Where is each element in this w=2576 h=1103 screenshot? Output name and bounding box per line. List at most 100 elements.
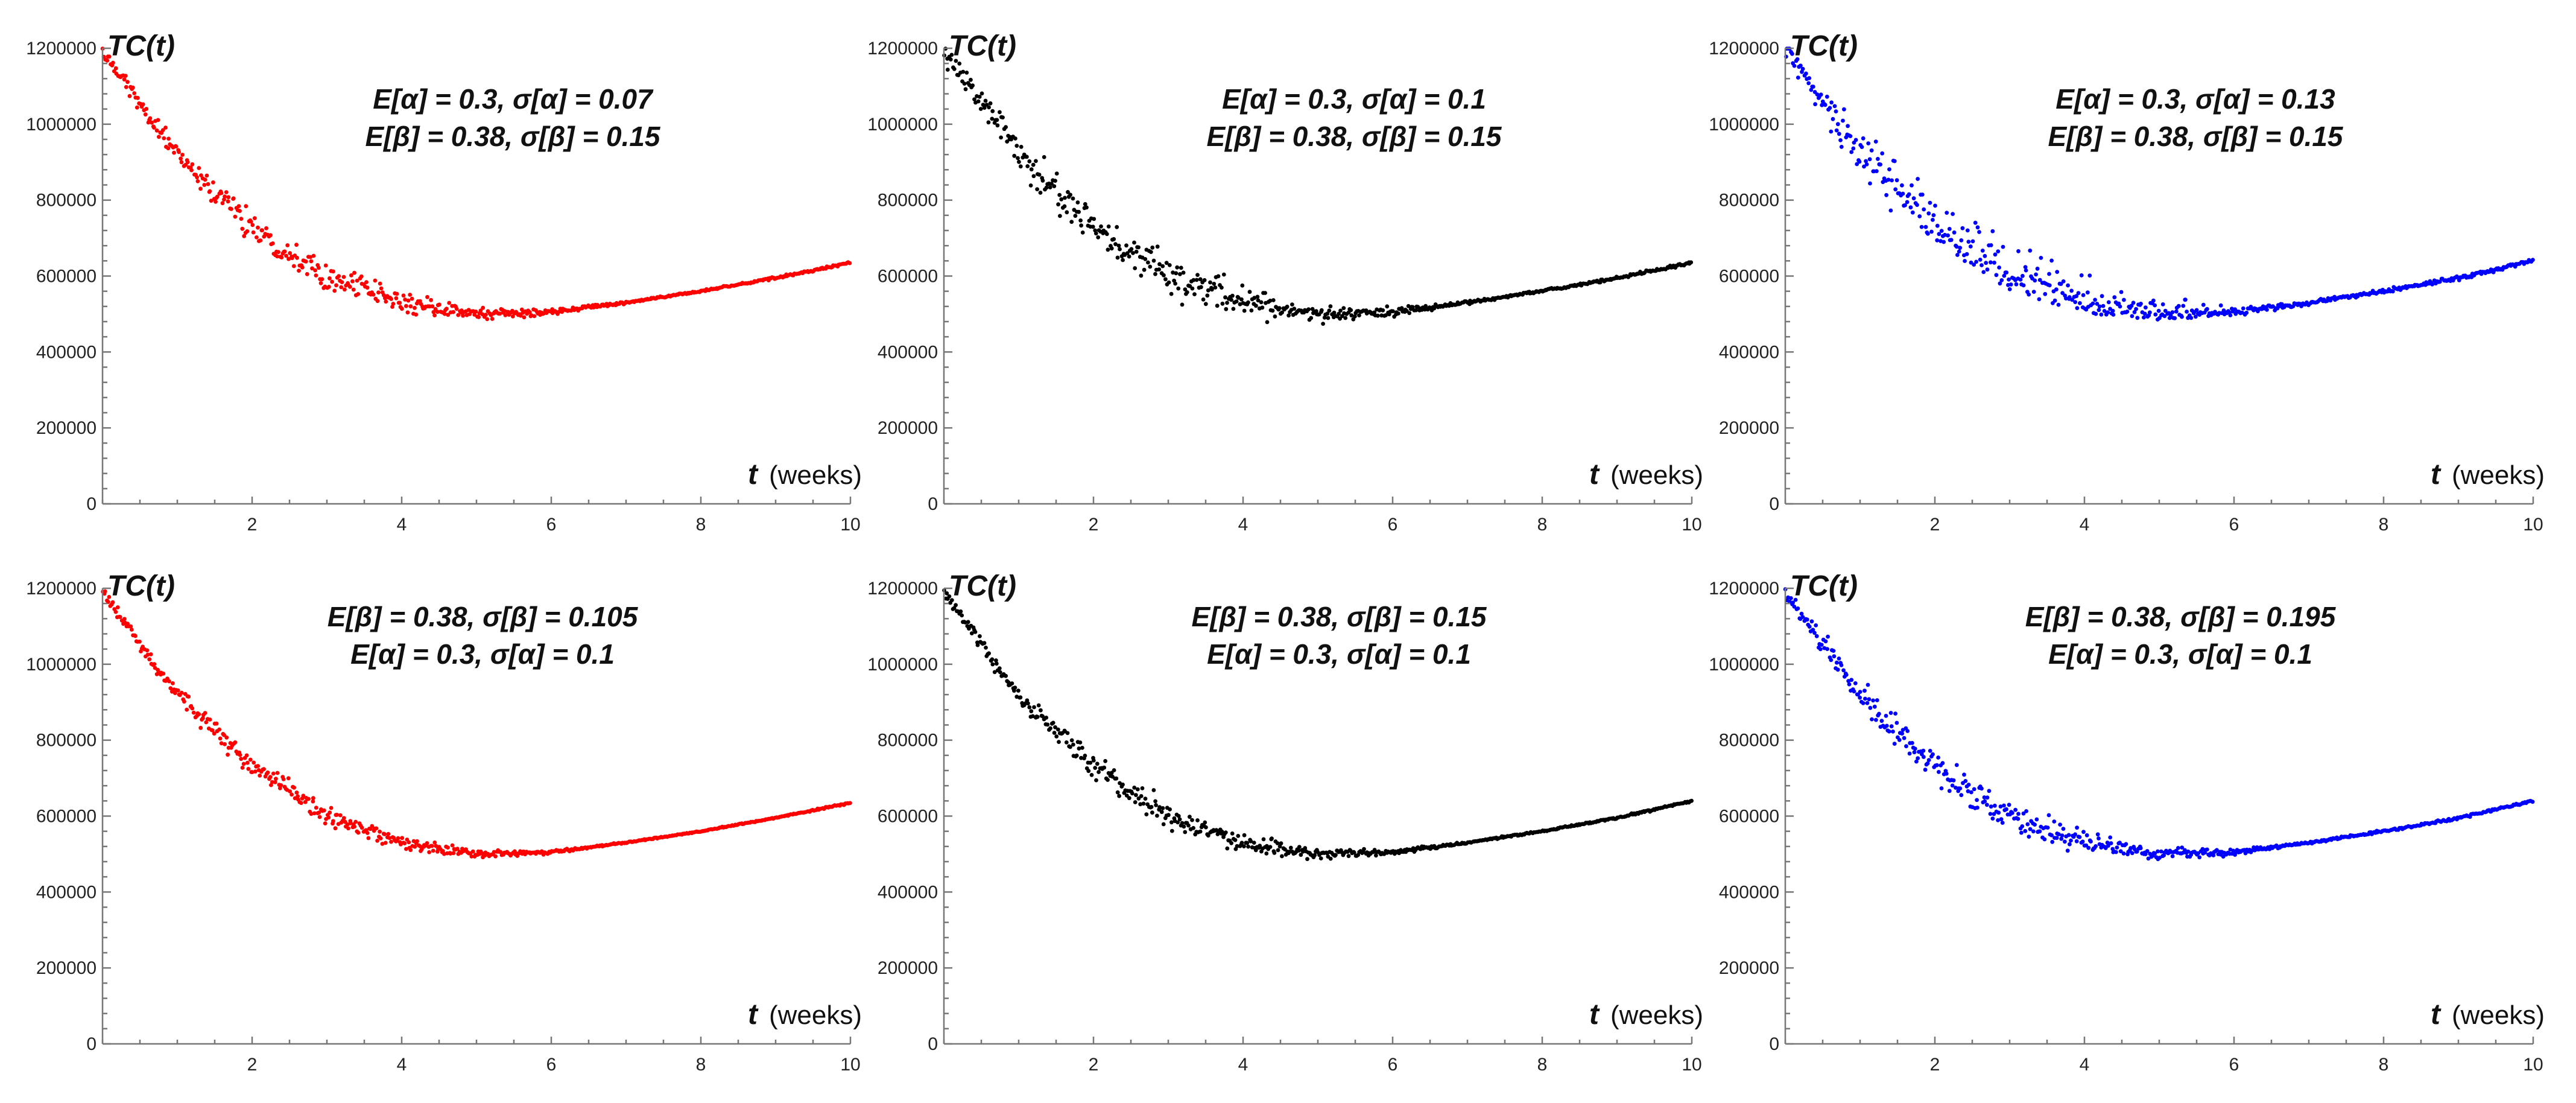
scatter-point: [2043, 291, 2048, 296]
scatter-point: [1004, 673, 1008, 678]
scatter-point: [2162, 314, 2167, 319]
scatter-point: [2075, 825, 2079, 830]
axes: 2 4 6 8 10 0 200000 400000 600000 800000 1000000 12…: [1709, 579, 2543, 1075]
scatter-point: [1807, 76, 1812, 80]
scatter-point: [1811, 628, 1815, 632]
scatter-point: [1113, 242, 1118, 246]
scatter-point: [1874, 717, 1878, 722]
scatter-point: [379, 286, 384, 291]
scatter-point: [1875, 698, 1879, 702]
scatter-point: [2102, 309, 2107, 313]
scatter-point: [1277, 306, 1282, 311]
scatter-point: [1965, 228, 1970, 233]
scatter-point: [290, 256, 294, 261]
scatter-point: [1280, 854, 1284, 859]
scatter-point: [1319, 308, 1324, 313]
scatter-point: [1057, 740, 1061, 744]
scatter-point: [1800, 69, 1804, 74]
scatter-point: [252, 760, 256, 765]
scatter-point: [2118, 841, 2122, 845]
scatter-point: [2100, 294, 2104, 299]
scatter-point: [1793, 597, 1798, 602]
scatter-point: [294, 790, 299, 795]
scatter-point: [268, 775, 273, 780]
scatter-point: [1884, 192, 1888, 197]
scatter-point: [2173, 316, 2177, 320]
scatter-point: [1931, 218, 1935, 222]
scatter-point: [1029, 709, 1034, 714]
scatter-point: [226, 752, 230, 757]
scatter-point: [1309, 316, 1314, 320]
scatter-point: [218, 736, 223, 741]
scatter-point: [1341, 306, 1346, 310]
y-tick-label: 1000000: [26, 115, 97, 135]
scatter-point: [413, 305, 417, 310]
scatter-point: [1799, 63, 1803, 68]
scatter-point: [1068, 745, 1072, 749]
scatter-point: [948, 57, 953, 62]
scatter-point: [291, 264, 296, 269]
scatter-point: [1039, 708, 1043, 713]
x-tick-label: 10: [2523, 1055, 2543, 1075]
scatter-point: [1920, 192, 1925, 197]
scatter-point: [182, 699, 186, 704]
scatter-point: [1112, 237, 1116, 241]
scatter-point: [451, 851, 456, 856]
scatter-point: [490, 317, 495, 321]
scatter-point: [1349, 313, 1354, 318]
scatter-point: [186, 695, 191, 699]
scatter-point: [2007, 803, 2011, 807]
scatter-point: [1928, 200, 1932, 205]
scatter-point: [1254, 304, 1258, 308]
scatter-point: [1908, 205, 1913, 210]
scatter-point: [2057, 832, 2061, 837]
scatter-point: [2034, 817, 2039, 822]
scatter-point: [1263, 291, 1267, 295]
scatter-point: [1931, 752, 1935, 757]
scatter-point: [1089, 773, 1094, 777]
scatter-point: [1865, 701, 1870, 705]
scatter-point: [1890, 178, 1894, 183]
scatter-point: [2070, 297, 2074, 302]
x-axis-label: t: [1589, 459, 1600, 491]
scatter-point: [1166, 280, 1171, 285]
scatter-point: [1328, 304, 1333, 309]
scatter-point: [1950, 783, 1955, 788]
scatter-point: [303, 259, 308, 264]
scatter-point: [442, 311, 447, 316]
scatter-point: [1988, 812, 1993, 816]
scatter-point: [190, 162, 195, 167]
scatter-point: [979, 91, 984, 96]
scatter-point: [279, 255, 284, 259]
scatter-point: [1016, 156, 1020, 161]
scatter-point: [1035, 714, 1040, 719]
scatter-point: [1303, 846, 1308, 850]
scatter-point: [848, 801, 852, 806]
scatter-point: [1963, 779, 1968, 783]
scatter-point: [281, 777, 286, 781]
scatter-point: [1974, 259, 1978, 264]
scatter-point: [527, 310, 532, 314]
scatter-point: [1140, 786, 1145, 790]
scatter-point: [1959, 793, 1964, 798]
scatter-point: [2065, 848, 2070, 853]
scatter-point: [317, 810, 321, 815]
scatter-point: [2007, 287, 2012, 291]
scatter-point: [975, 643, 980, 647]
x-tick-label: 10: [840, 515, 860, 535]
scatter-point: [1109, 771, 1114, 775]
scatter-point: [484, 313, 488, 317]
scatter-point: [2063, 839, 2067, 844]
scatter-point: [1056, 202, 1060, 207]
scatter-point: [473, 310, 478, 314]
scatter-point: [2021, 811, 2026, 816]
scatter-point: [295, 255, 299, 260]
axes: 2 4 6 8 10 0 200000 400000 600000 800000 1000000 12…: [26, 39, 860, 535]
scatter-point: [1182, 824, 1186, 829]
axes: 2 4 6 8 10 0 200000 400000 600000 800000 1000000 12…: [867, 579, 1701, 1075]
chart-panel-bottom-left: 2 4 6 8 10 0 200000 400000 600000 800000 1000000 12…: [26, 570, 862, 1075]
y-tick-label: 800000: [878, 191, 938, 211]
scatter-point: [1292, 307, 1297, 311]
scatter-point: [1963, 259, 1967, 263]
scatter-point: [383, 841, 388, 845]
